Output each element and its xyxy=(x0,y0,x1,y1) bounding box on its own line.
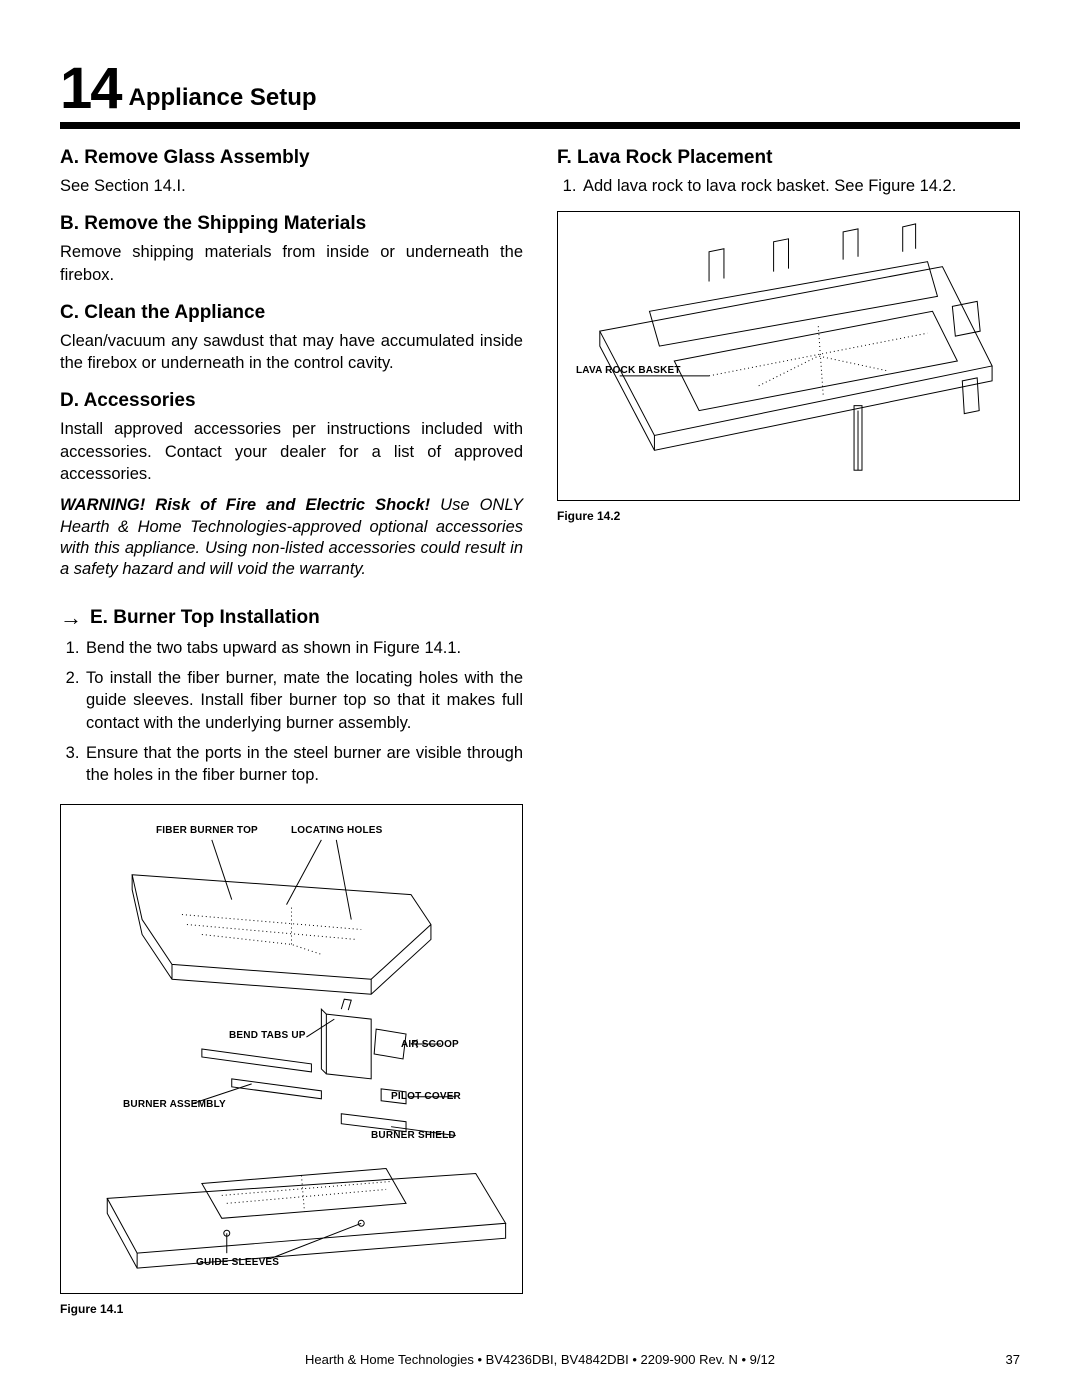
figure-14-2-caption: Figure 14.2 xyxy=(557,509,1020,523)
two-column-layout: A. Remove Glass Assembly See Section 14.… xyxy=(60,147,1020,1316)
rule-thick xyxy=(60,122,1020,129)
label-air-scoop: AIR SCOOP xyxy=(401,1039,459,1050)
label-lava-rock-basket: LAVA ROCK BASKET xyxy=(576,365,681,376)
chapter-heading: 14 Appliance Setup xyxy=(60,60,1020,118)
section-c-head: C. Clean the Appliance xyxy=(60,302,523,324)
figure-14-1: FIBER BURNER TOP LOCATING HOLES BEND TAB… xyxy=(60,804,523,1294)
figure-14-2: LAVA ROCK BASKET xyxy=(557,211,1020,501)
label-burner-assembly: BURNER ASSEMBLY xyxy=(123,1099,226,1110)
section-d-head: D. Accessories xyxy=(60,390,523,412)
section-c-body: Clean/vacuum any sawdust that may have a… xyxy=(60,330,523,375)
figure-14-2-diagram xyxy=(558,212,1019,500)
section-a-head: A. Remove Glass Assembly xyxy=(60,147,523,169)
section-b-body: Remove shipping materials from inside or… xyxy=(60,241,523,286)
list-item: Bend the two tabs upward as shown in Fig… xyxy=(84,637,523,659)
right-column: F. Lava Rock Placement Add lava rock to … xyxy=(557,147,1020,1316)
chapter-number: 14 xyxy=(60,60,121,118)
label-pilot-cover: PILOT COVER xyxy=(391,1091,461,1102)
list-item: Add lava rock to lava rock basket. See F… xyxy=(581,175,1020,197)
label-fiber-burner-top: FIBER BURNER TOP xyxy=(156,825,258,836)
list-item: To install the fiber burner, mate the lo… xyxy=(84,667,523,734)
chapter-title: Appliance Setup xyxy=(129,84,317,118)
page-number: 37 xyxy=(1006,1352,1020,1367)
section-f-head: F. Lava Rock Placement xyxy=(557,147,1020,169)
label-burner-shield: BURNER SHIELD xyxy=(371,1130,456,1141)
label-bend-tabs-up: BEND TABS UP xyxy=(229,1030,306,1041)
label-locating-holes: LOCATING HOLES xyxy=(291,825,383,836)
section-e-steps: Bend the two tabs upward as shown in Fig… xyxy=(60,637,523,787)
section-d-warning: WARNING! Risk of Fire and Electric Shock… xyxy=(60,495,523,581)
section-f-steps: Add lava rock to lava rock basket. See F… xyxy=(557,175,1020,197)
section-e-head: E. Burner Top Installation xyxy=(90,607,320,629)
section-a-body: See Section 14.I. xyxy=(60,175,523,197)
left-column: A. Remove Glass Assembly See Section 14.… xyxy=(60,147,523,1316)
figure-14-1-caption: Figure 14.1 xyxy=(60,1302,523,1316)
section-e-heading-row: → E. Burner Top Installation xyxy=(60,605,523,631)
section-d-body: Install approved accessories per instruc… xyxy=(60,418,523,485)
page-footer: Hearth & Home Technologies • BV4236DBI, … xyxy=(0,1352,1080,1367)
list-item: Ensure that the ports in the steel burne… xyxy=(84,742,523,787)
arrow-icon: → xyxy=(60,605,82,631)
warning-lead: WARNING! Risk of Fire and Electric Shock… xyxy=(60,496,430,514)
label-guide-sleeves: GUIDE SLEEVES xyxy=(196,1257,279,1268)
section-b-head: B. Remove the Shipping Materials xyxy=(60,213,523,235)
